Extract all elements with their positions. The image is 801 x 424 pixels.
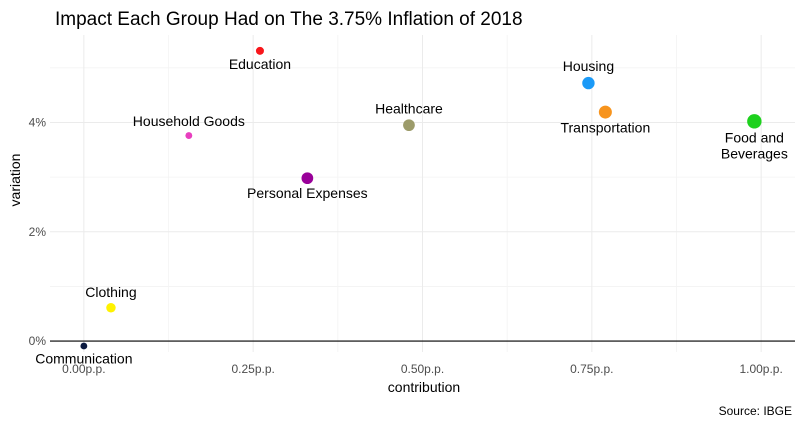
y-tick-label: 0% — [29, 334, 47, 348]
chart-title: Impact Each Group Had on The 3.75% Infla… — [55, 9, 523, 30]
point-clothing — [106, 302, 116, 313]
x-tick-label: 0.00p.p. — [62, 362, 105, 376]
point-labels: Education Household Goods Healthcare Person… — [35, 56, 788, 367]
x-axis-title: contribution — [388, 379, 460, 395]
point-label-household-goods: Household Goods — [133, 113, 245, 129]
source-caption: Source: IBGE — [719, 404, 792, 418]
x-tick-label: 0.25p.p. — [231, 362, 274, 376]
x-tick-label: 0.50p.p. — [401, 362, 444, 376]
tick-labels: 0.00p.p. 0.25p.p. 0.50p.p. 0.75p.p. 1.00p.p.… — [29, 115, 783, 376]
y-axis-title: variation — [7, 154, 23, 207]
point-label-clothing: Clothing — [85, 284, 136, 300]
point-label-healthcare: Healthcare — [375, 100, 443, 116]
point-label-housing: Housing — [563, 58, 614, 74]
point-transportation — [598, 105, 612, 119]
data-points — [80, 46, 762, 350]
point-label-personal-expenses: Personal Expenses — [247, 185, 368, 201]
point-food-and-beverages — [747, 114, 762, 129]
grid — [50, 35, 795, 352]
point-communication — [80, 342, 88, 350]
point-label-transportation: Transportation — [560, 120, 650, 136]
point-housing — [582, 76, 595, 90]
point-label-education: Education — [229, 56, 291, 72]
point-education — [255, 46, 264, 55]
y-tick-label: 4% — [29, 115, 47, 129]
point-household-goods — [185, 132, 193, 139]
point-personal-expenses — [301, 172, 314, 185]
x-tick-label: 0.75p.p. — [570, 362, 613, 376]
y-tick-label: 2% — [29, 225, 47, 239]
point-label-communication: Communication — [35, 350, 132, 366]
point-healthcare — [403, 119, 415, 132]
x-tick-label: 1.00p.p. — [739, 362, 782, 376]
point-label-food-and-beverages: Food and Beverages — [721, 130, 788, 162]
